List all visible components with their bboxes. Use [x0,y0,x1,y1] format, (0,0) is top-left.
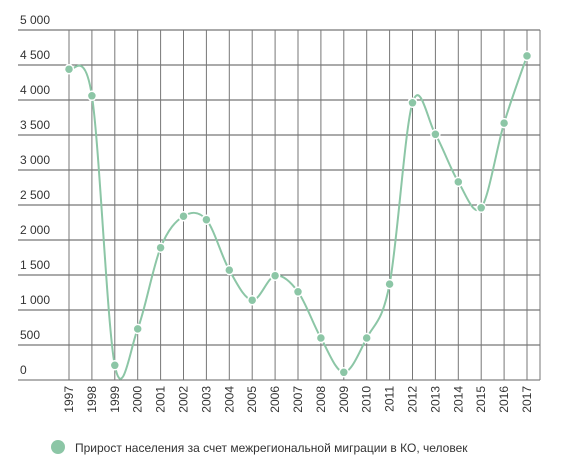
data-point [430,129,441,140]
x-tick-label: 1997 [62,386,76,413]
data-point [315,332,327,344]
legend-label: Прирост населения за счет межрегионально… [75,441,468,455]
y-tick-label: 5 000 [20,13,50,27]
x-tick-label: 1998 [85,386,99,413]
x-tick-label: 2009 [337,386,351,413]
y-tick-label: 3 500 [20,118,50,132]
x-tick-label: 1999 [108,386,122,413]
x-tick-label: 2000 [131,386,145,413]
y-tick-label: 4 000 [20,83,50,97]
y-tick-label: 1 500 [20,258,50,272]
y-tick-label: 1 000 [20,293,50,307]
data-point [246,294,258,306]
legend-marker [51,440,65,454]
data-point [384,278,395,290]
data-point [475,202,487,214]
x-tick-label: 2012 [406,386,420,413]
data-point [338,367,350,378]
data-point [269,270,281,281]
x-tick-label: 2005 [245,386,259,413]
x-tick-label: 2007 [291,386,305,413]
x-tick-label: 2003 [199,386,213,413]
data-point [292,286,304,298]
data-point [521,50,533,62]
data-point [407,97,418,109]
data-point [86,90,98,102]
y-tick-label: 2 000 [20,223,50,237]
x-tick-label: 2004 [222,386,236,413]
y-tick-label: 4 500 [20,48,50,62]
data-point [201,214,212,225]
x-tick-label: 2002 [177,386,191,413]
data-point [155,242,166,253]
data-point [132,323,143,335]
x-tick-label: 2013 [428,386,442,413]
data-point [361,332,372,344]
y-tick-label: 0 [20,363,27,377]
x-tick-label: 2014 [451,386,465,413]
data-point [178,210,189,222]
x-tick-label: 2010 [360,386,374,413]
x-tick-label: 2006 [268,386,282,413]
data-point [453,176,464,188]
y-tick-label: 500 [20,328,40,342]
y-tick-label: 2 500 [20,188,50,202]
data-point [109,360,121,371]
x-tick-label: 2015 [474,386,488,413]
x-tick-label: 2016 [497,386,511,413]
x-tick-label: 2008 [314,386,328,413]
data-point [224,264,235,276]
y-tick-label: 3 000 [20,153,50,167]
data-point [498,117,510,129]
data-point [63,63,75,75]
x-tick-label: 2017 [520,386,534,413]
x-tick-label: 2011 [383,386,397,412]
x-tick-label: 2001 [154,386,168,413]
